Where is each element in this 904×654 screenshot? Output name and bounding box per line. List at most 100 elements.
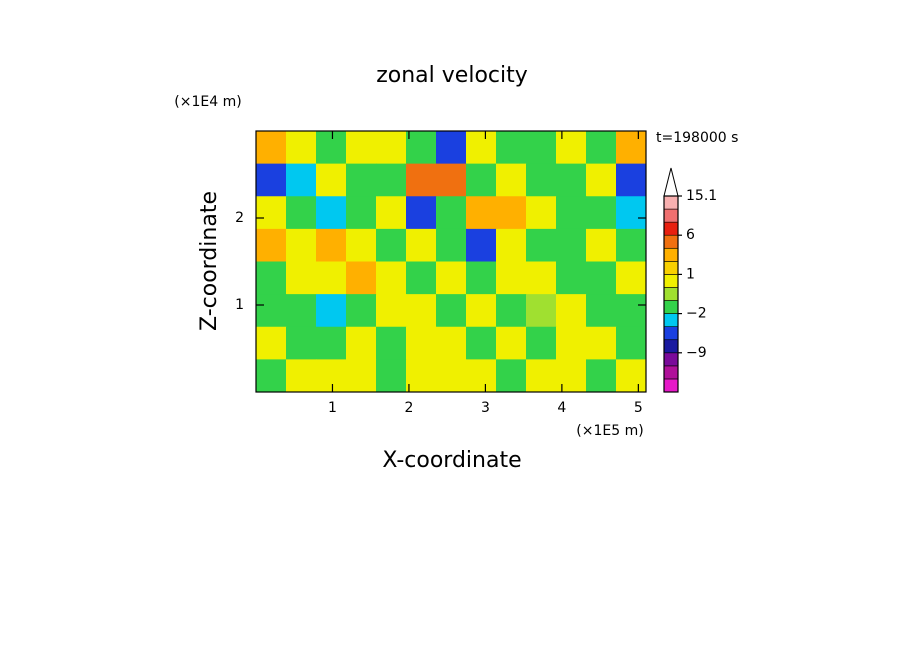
field-cell [616, 294, 647, 328]
colorbar-frame [663, 195, 679, 393]
field-cell [496, 196, 527, 230]
field-cell [466, 196, 497, 230]
field-cell [376, 196, 407, 230]
field-cell [406, 261, 437, 295]
field-cell [316, 294, 347, 328]
field-cell [526, 228, 557, 262]
field-cell [436, 163, 467, 197]
field-cell [256, 294, 287, 328]
field-cell [346, 294, 377, 328]
field-cell [286, 326, 317, 360]
field-cell [406, 196, 437, 230]
field-cell [436, 196, 467, 230]
field-cell [616, 196, 647, 230]
field-cell [586, 359, 617, 393]
field-cell [466, 131, 497, 165]
field-cell [376, 294, 407, 328]
field-cell [586, 261, 617, 295]
colorbar-tip [663, 167, 679, 197]
colorbar-tick-label: 6 [686, 227, 695, 243]
field-cell [436, 261, 467, 295]
field-cell [556, 196, 587, 230]
colorbar-box [663, 208, 679, 223]
field-cell [376, 228, 407, 262]
field-cell [316, 228, 347, 262]
field-cell [256, 359, 287, 393]
x-tick-label: 4 [557, 400, 566, 416]
field-cell [316, 326, 347, 360]
chart-title: zonal velocity [376, 63, 528, 88]
field-cell [556, 359, 587, 393]
colorbar-tick-label: −2 [686, 306, 707, 322]
field-cell [376, 163, 407, 197]
field-cell [376, 131, 407, 165]
field-cell [586, 196, 617, 230]
field-cell [526, 261, 557, 295]
field-cell [346, 228, 377, 262]
colorbar-tick-label: −9 [686, 345, 707, 361]
colorbar-tick-label: 15.1 [686, 188, 717, 204]
y-tick-label: 1 [235, 297, 244, 313]
field-cell [556, 294, 587, 328]
field-cell [616, 131, 647, 165]
x-tick-label: 1 [328, 400, 337, 416]
colorbar-box [663, 221, 679, 236]
field-cell [256, 326, 287, 360]
colorbar-box [663, 365, 679, 380]
field-cell [526, 294, 557, 328]
field-cell [376, 359, 407, 393]
field-cell [556, 163, 587, 197]
colorbar-box [663, 378, 679, 393]
field-cell [496, 294, 527, 328]
field-cell [316, 196, 347, 230]
field-cell [436, 326, 467, 360]
y-tick-label: 2 [235, 210, 244, 226]
colorbar-box [663, 326, 679, 341]
field-cell [556, 261, 587, 295]
field-cell [526, 131, 557, 165]
colorbar-box [663, 352, 679, 367]
field-cell [496, 261, 527, 295]
colorbar-box [663, 339, 679, 354]
field-cell [256, 228, 287, 262]
colorbar-box [663, 313, 679, 327]
field-cell [496, 359, 527, 393]
field-cell [286, 131, 317, 165]
field-cell [346, 326, 377, 360]
field-cell [466, 163, 497, 197]
field-cell [616, 261, 647, 295]
x-tick-label: 2 [404, 400, 413, 416]
field-cell [286, 228, 317, 262]
field-cell [406, 294, 437, 328]
field-cell [406, 131, 437, 165]
field-cell [316, 359, 347, 393]
field-cell [586, 163, 617, 197]
field-cell [586, 131, 617, 165]
field-cell [496, 131, 527, 165]
field-cell [376, 326, 407, 360]
field-cell [346, 359, 377, 393]
colorbar-box [663, 247, 679, 262]
field-cell [466, 326, 497, 360]
field-cell [616, 228, 647, 262]
field-cell [256, 196, 287, 230]
field-cell [346, 131, 377, 165]
field-cell [406, 163, 437, 197]
field-cell [496, 228, 527, 262]
y-unit: (×1E4 m) [174, 94, 241, 110]
field-cell [586, 326, 617, 360]
field-cell [436, 131, 467, 165]
field-cell [286, 163, 317, 197]
colorbar-box [663, 287, 679, 301]
field-cell [466, 294, 497, 328]
colorbar-tick-label: 1 [686, 266, 695, 282]
x-tick-label: 5 [634, 400, 643, 416]
field-cell [436, 228, 467, 262]
field-cell [286, 196, 317, 230]
x-unit: (×1E5 m) [576, 423, 643, 439]
field-cell [526, 326, 557, 360]
field-cell [286, 294, 317, 328]
field-cell [526, 163, 557, 197]
field-cell [406, 359, 437, 393]
